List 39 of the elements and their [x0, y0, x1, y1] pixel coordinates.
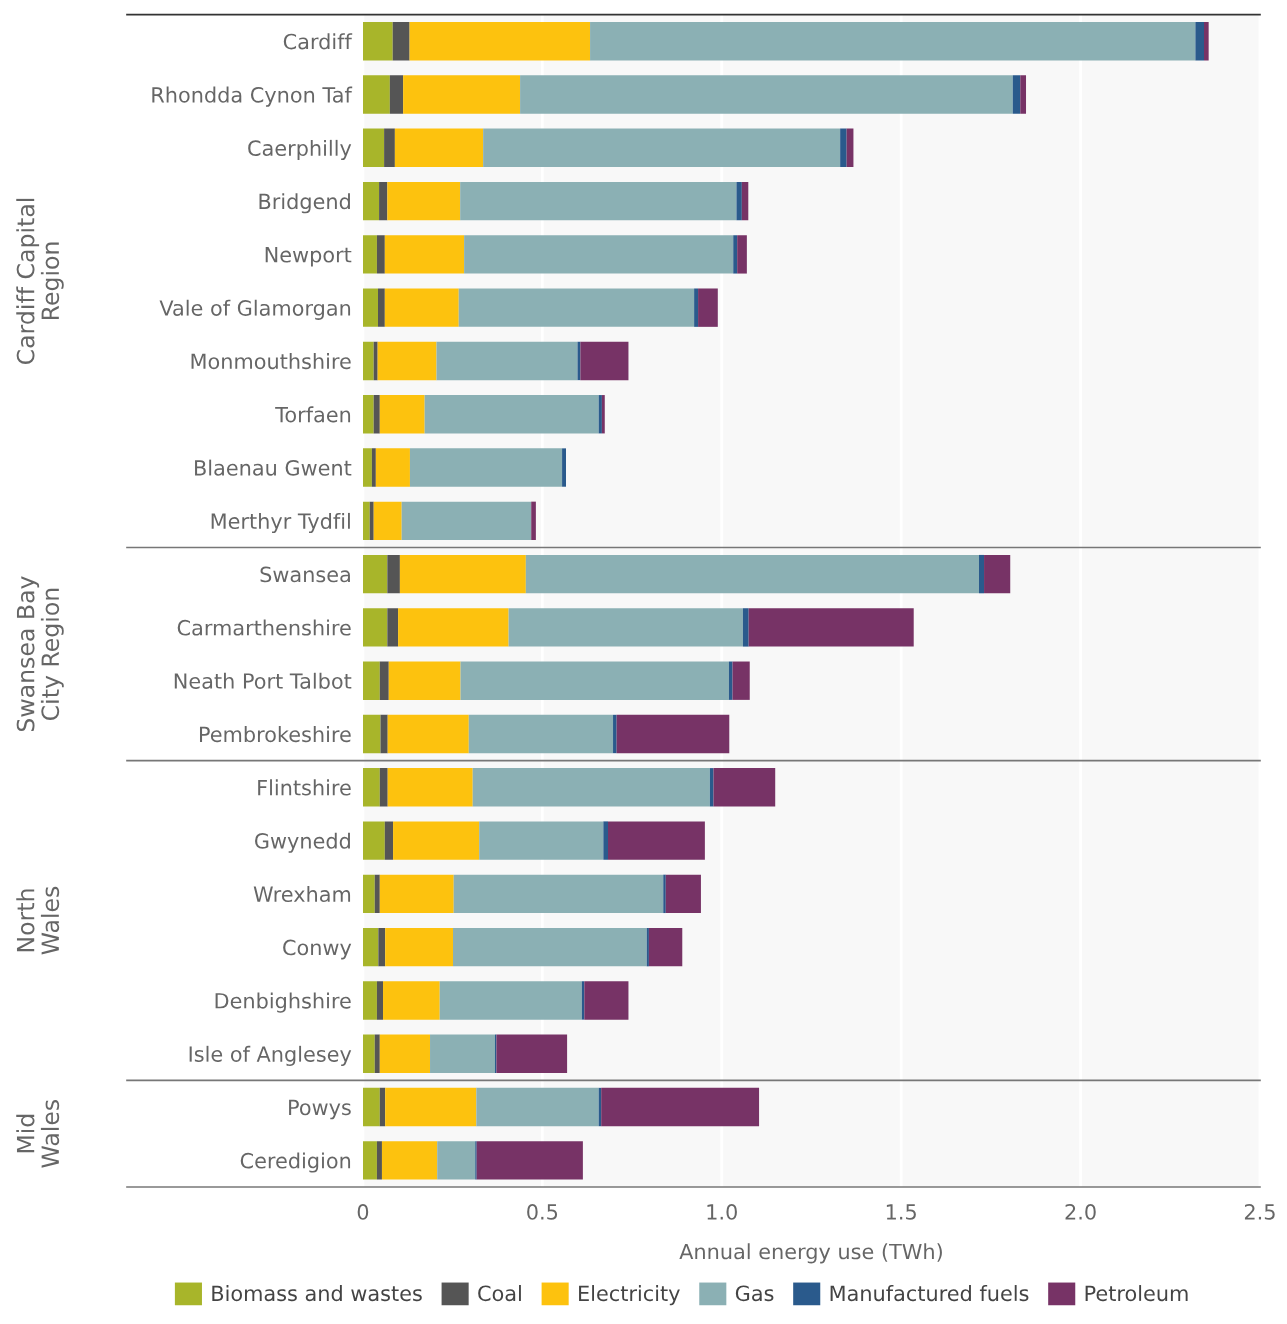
- y-tick-label: Isle of Anglesey: [189, 1045, 352, 1066]
- y-tick-label: Blaenau Gwent: [195, 459, 352, 476]
- x-tick-label: 1.5: [886, 1204, 916, 1220]
- y-tick-label: Pembrokeshire: [199, 726, 351, 743]
- text: North Wales: [16, 886, 60, 955]
- legend-label: Electricity: [579, 1285, 680, 1306]
- y-tick-label: Carmarthenshire: [177, 619, 351, 636]
- y-tick-label: Gwynedd: [255, 832, 350, 853]
- legend-label: Manufactured fuels: [830, 1285, 1029, 1302]
- y-tick-label: Swansea: [260, 566, 350, 583]
- x-tick-label: 0: [357, 1204, 369, 1220]
- x-tick-label: 0.5: [527, 1204, 558, 1220]
- y-tick-label: Torfaen: [275, 406, 351, 423]
- legend-label: Coal: [478, 1285, 521, 1302]
- y-tick-label: Caerphilly: [248, 139, 352, 161]
- y-tick-label: Conwy: [283, 939, 352, 960]
- text: Swansea Bay City Region: [16, 576, 64, 732]
- y-tick-label: Ceredigion: [240, 1152, 351, 1173]
- text: Mid Wales: [16, 1099, 60, 1168]
- x-tick-label: 1.0: [707, 1204, 737, 1220]
- text: Cardiff Capital Region: [16, 198, 64, 365]
- y-tick-label: Vale of Glamorgan: [159, 299, 351, 320]
- y-tick-label: Merthyr Tydfil: [211, 512, 350, 534]
- y-tick-label: Cardiff: [283, 33, 353, 50]
- x-tick-label: 2.5: [1244, 1204, 1275, 1220]
- y-tick-label: Rhondda Cynon Taf: [152, 86, 353, 107]
- y-tick-label: Neath Port Talbot: [174, 672, 352, 689]
- y-tick-label: Bridgend: [259, 193, 350, 214]
- y-tick-label: Powys: [289, 1099, 351, 1120]
- y-tick-label: Flintshire: [258, 779, 351, 796]
- y-tick-label: Newport: [265, 247, 352, 267]
- x-axis-title: Annual energy use (TWh): [679, 1243, 942, 1264]
- legend-label: Biomass and wastes: [212, 1285, 422, 1302]
- legend-label: Petroleum: [1085, 1285, 1188, 1302]
- y-tick-label: Denbighshire: [215, 992, 351, 1013]
- x-tick-label: 2.0: [1065, 1204, 1096, 1220]
- y-tick-label: Monmouthshire: [191, 353, 351, 370]
- y-tick-label: Wrexham: [253, 885, 351, 903]
- legend-label: Gas: [735, 1285, 774, 1302]
